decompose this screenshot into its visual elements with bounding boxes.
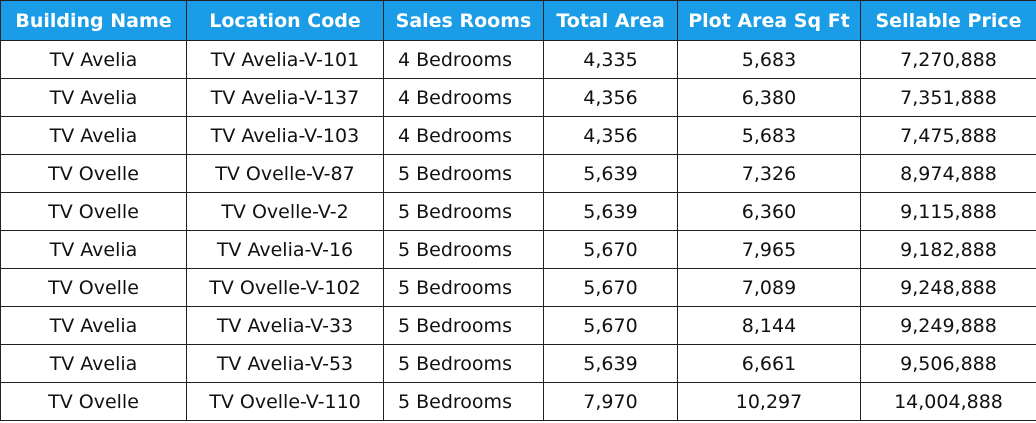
- table-cell: 5,670: [543, 268, 678, 307]
- table-cell: 5,639: [543, 344, 678, 383]
- table-cell: 5 Bedrooms: [383, 344, 544, 383]
- table-cell: 14,004,888: [860, 382, 1036, 421]
- table-cell: 5,639: [543, 192, 678, 231]
- table-cell: 5,683: [677, 116, 861, 155]
- table-cell: TV Avelia-V-101: [186, 40, 384, 79]
- table-cell: 7,965: [677, 230, 861, 269]
- table-row: TV Avelia TV Avelia-V-103 4 Bedrooms 4,356 5…: [0, 116, 1036, 155]
- table-row: TV Ovelle TV Ovelle-V-110 5 Bedrooms 7,970 1…: [0, 382, 1036, 421]
- table-cell: 5 Bedrooms: [383, 192, 544, 231]
- header-cell: Sales Rooms: [383, 0, 544, 41]
- table-cell: TV Avelia: [0, 344, 187, 383]
- table-cell: 5 Bedrooms: [383, 230, 544, 269]
- table-row: TV Ovelle TV Ovelle-V-102 5 Bedrooms 5,670 7…: [0, 268, 1036, 307]
- table-cell: 5,670: [543, 306, 678, 345]
- table-cell: 5 Bedrooms: [383, 306, 544, 345]
- table-cell: TV Avelia: [0, 116, 187, 155]
- table-cell: 8,974,888: [860, 154, 1036, 193]
- table-cell: 7,970: [543, 382, 678, 421]
- table-cell: 6,661: [677, 344, 861, 383]
- table-cell: 4,356: [543, 116, 678, 155]
- table-cell: 4,356: [543, 78, 678, 117]
- header-cell: Sellable Price: [860, 0, 1036, 41]
- header-row: Building Name Location Code Sales Rooms Tot…: [0, 0, 1036, 41]
- table-cell: 9,506,888: [860, 344, 1036, 383]
- table-cell: 7,270,888: [860, 40, 1036, 79]
- table-cell: 7,089: [677, 268, 861, 307]
- table-row: TV Ovelle TV Ovelle-V-2 5 Bedrooms 5,639 6,3…: [0, 192, 1036, 231]
- table-cell: 4,335: [543, 40, 678, 79]
- table-cell: TV Ovelle-V-110: [186, 382, 384, 421]
- table-cell: TV Ovelle-V-2: [186, 192, 384, 231]
- table-cell: 9,115,888: [860, 192, 1036, 231]
- table-header: Building Name Location Code Sales Rooms Tot…: [0, 0, 1036, 41]
- table-cell: TV Avelia-V-103: [186, 116, 384, 155]
- table-cell: 5 Bedrooms: [383, 382, 544, 421]
- table-cell: TV Avelia: [0, 78, 187, 117]
- table-cell: 5 Bedrooms: [383, 154, 544, 193]
- table-cell: 9,182,888: [860, 230, 1036, 269]
- table-cell: 4 Bedrooms: [383, 116, 544, 155]
- table-cell: 7,475,888: [860, 116, 1036, 155]
- table-cell: 8,144: [677, 306, 861, 345]
- table-row: TV Avelia TV Avelia-V-101 4 Bedrooms 4,335 5…: [0, 40, 1036, 79]
- table-row: TV Avelia TV Avelia-V-33 5 Bedrooms 5,670 8,…: [0, 306, 1036, 345]
- table-row: TV Avelia TV Avelia-V-53 5 Bedrooms 5,639 6,…: [0, 344, 1036, 383]
- header-cell: Location Code: [186, 0, 384, 41]
- table-cell: 5,683: [677, 40, 861, 79]
- table-cell: TV Ovelle: [0, 382, 187, 421]
- table-cell: 6,380: [677, 78, 861, 117]
- table-cell: TV Ovelle: [0, 192, 187, 231]
- table-cell: TV Avelia-V-137: [186, 78, 384, 117]
- table-row: TV Ovelle TV Ovelle-V-87 5 Bedrooms 5,639 7,…: [0, 154, 1036, 193]
- table-cell: TV Ovelle: [0, 154, 187, 193]
- table-cell: 10,297: [677, 382, 861, 421]
- table-cell: TV Ovelle-V-102: [186, 268, 384, 307]
- table-cell: 5,670: [543, 230, 678, 269]
- header-cell: Plot Area Sq Ft: [677, 0, 861, 41]
- table-row: TV Avelia TV Avelia-V-137 4 Bedrooms 4,356 6…: [0, 78, 1036, 117]
- header-cell: Building Name: [0, 0, 187, 41]
- table-cell: 4 Bedrooms: [383, 78, 544, 117]
- table-body: TV Avelia TV Avelia-V-101 4 Bedrooms 4,335 5…: [0, 40, 1036, 421]
- table-cell: 6,360: [677, 192, 861, 231]
- table-cell: 5 Bedrooms: [383, 268, 544, 307]
- table-cell: 7,351,888: [860, 78, 1036, 117]
- table-cell: 4 Bedrooms: [383, 40, 544, 79]
- table-cell: TV Avelia: [0, 230, 187, 269]
- table-cell: 9,249,888: [860, 306, 1036, 345]
- table-cell: TV Avelia-V-53: [186, 344, 384, 383]
- table-cell: TV Avelia: [0, 306, 187, 345]
- table-cell: TV Ovelle-V-87: [186, 154, 384, 193]
- table-cell: TV Avelia-V-16: [186, 230, 384, 269]
- header-cell: Total Area: [543, 0, 678, 41]
- table-row: TV Avelia TV Avelia-V-16 5 Bedrooms 5,670 7,…: [0, 230, 1036, 269]
- table-cell: TV Avelia-V-33: [186, 306, 384, 345]
- table-cell: 7,326: [677, 154, 861, 193]
- table-cell: 5,639: [543, 154, 678, 193]
- table-cell: TV Avelia: [0, 40, 187, 79]
- table-cell: TV Ovelle: [0, 268, 187, 307]
- table-cell: 9,248,888: [860, 268, 1036, 307]
